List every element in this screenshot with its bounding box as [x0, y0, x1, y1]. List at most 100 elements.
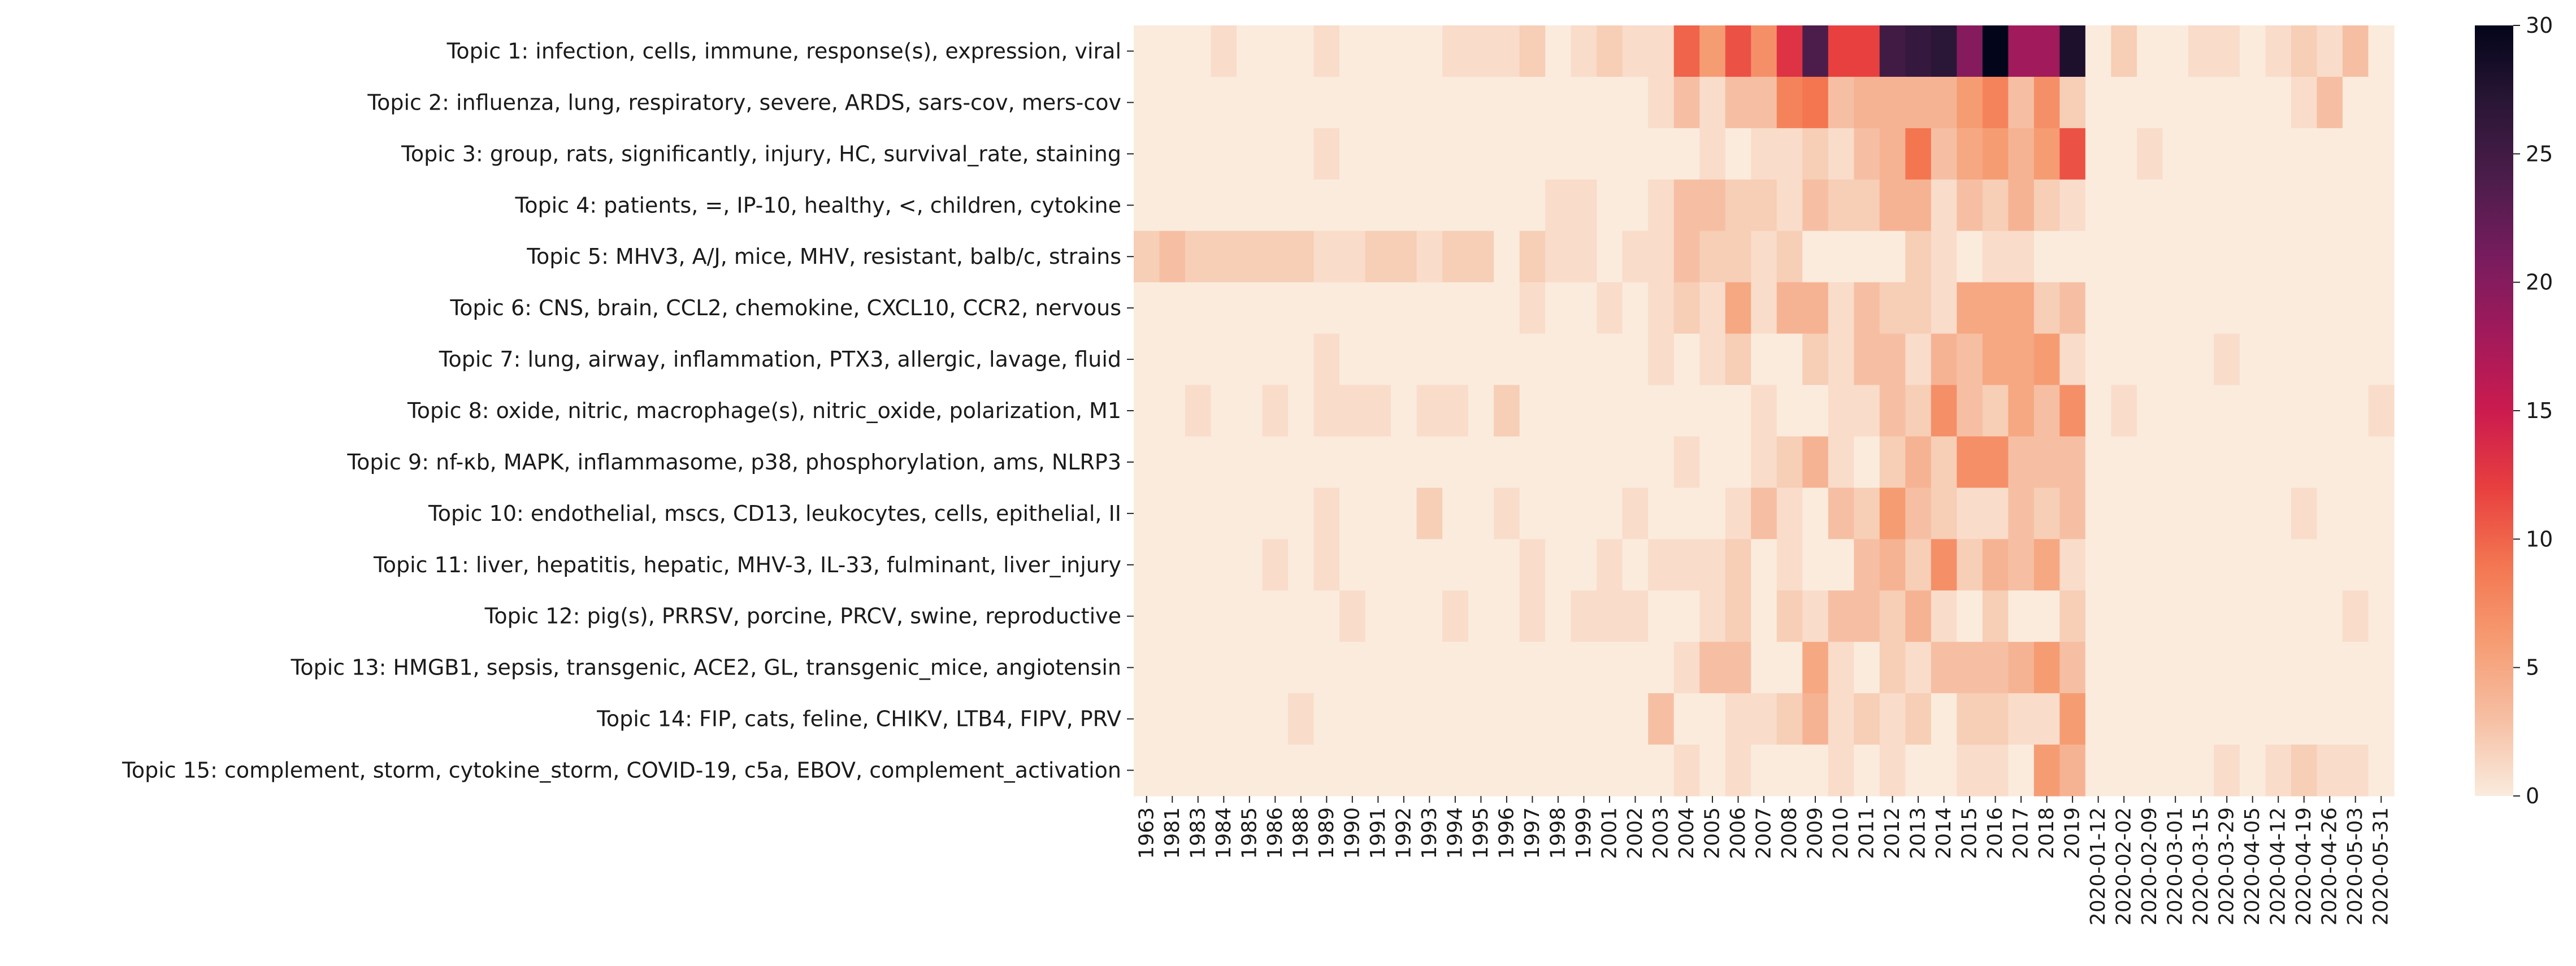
heatmap-cell — [1673, 282, 1700, 334]
heatmap-cell — [2008, 745, 2035, 797]
heatmap-cell — [1159, 642, 1186, 694]
heatmap-cell — [1159, 436, 1186, 488]
heatmap-cell — [2368, 230, 2395, 283]
heatmap-cell — [1211, 745, 1237, 797]
colorbar-tick-label: 25 — [2526, 141, 2553, 166]
heatmap-cell — [1365, 590, 1391, 642]
heatmap-cell — [1391, 25, 1417, 77]
heatmap-cell — [2111, 488, 2137, 539]
heatmap-cell — [1648, 693, 1675, 745]
heatmap-cell — [2265, 128, 2292, 180]
heatmap-cell — [2188, 745, 2215, 797]
heatmap-cell — [1879, 25, 1906, 77]
heatmap-cell — [2265, 488, 2292, 539]
heatmap-cell — [1288, 333, 1315, 386]
heatmap-cell — [1339, 436, 1366, 488]
heatmap-cell — [1673, 745, 1700, 797]
heatmap-cell — [1237, 539, 1263, 591]
heatmap-cell — [1648, 230, 1675, 283]
heatmap-cell — [2136, 642, 2163, 694]
heatmap-cell — [1699, 76, 1726, 129]
row-label: Topic 2: influenza, lung, respiratory, s… — [367, 90, 1121, 115]
heatmap-cell — [1622, 385, 1649, 437]
heatmap-cell — [1673, 25, 1700, 77]
heatmap-cell — [1802, 333, 1829, 386]
column-label: 2020-04-26 — [2318, 807, 2341, 925]
heatmap-cell — [1776, 539, 1803, 591]
heatmap-cell — [2317, 385, 2343, 437]
heatmap-cell — [1648, 333, 1675, 386]
heatmap-cell — [1185, 488, 1212, 539]
heatmap-cell — [1571, 282, 1597, 334]
heatmap-cell — [1391, 333, 1417, 386]
heatmap-cell — [1725, 179, 1751, 232]
heatmap-cell — [2265, 693, 2292, 745]
heatmap-cell — [1622, 282, 1649, 334]
heatmap-cell — [1545, 385, 1572, 437]
column-label: 2015 — [1958, 807, 1981, 859]
column-label: 2001 — [1598, 807, 1621, 859]
heatmap-cell — [2188, 128, 2215, 180]
heatmap-cell — [1957, 590, 1983, 642]
column-label: 1981 — [1161, 807, 1184, 859]
heatmap-cell — [1134, 230, 1160, 283]
heatmap-cell — [2162, 25, 2189, 77]
heatmap-cell — [1339, 642, 1366, 694]
heatmap-cell — [2368, 539, 2395, 591]
heatmap-cell — [1828, 282, 1854, 334]
heatmap-cell — [1622, 590, 1649, 642]
heatmap-cell — [1468, 76, 1494, 129]
heatmap-cell — [2291, 693, 2318, 745]
heatmap-cell — [1648, 488, 1675, 539]
heatmap-cell — [2008, 488, 2035, 539]
heatmap-cell — [1442, 25, 1469, 77]
heatmap-cell — [2111, 693, 2137, 745]
heatmap-cell — [1879, 436, 1906, 488]
heatmap-cell — [2136, 230, 2163, 283]
heatmap-cell — [2136, 693, 2163, 745]
heatmap-cell — [1854, 488, 1880, 539]
heatmap-cell — [2214, 693, 2240, 745]
heatmap-cell — [1313, 128, 1340, 180]
heatmap-cell — [2008, 76, 2035, 129]
heatmap-cell — [1288, 436, 1315, 488]
column-label: 2020-02-09 — [2138, 807, 2161, 925]
heatmap-cell — [1931, 230, 1957, 283]
heatmap-cell — [1185, 25, 1212, 77]
heatmap-cell — [1313, 230, 1340, 283]
heatmap-cell — [2033, 230, 2060, 283]
heatmap-cell — [1391, 745, 1417, 797]
heatmap-cell — [1159, 128, 1186, 180]
heatmap-cell — [1622, 642, 1649, 694]
heatmap-cell — [2239, 282, 2266, 334]
heatmap-cell — [2162, 488, 2189, 539]
heatmap-cell — [1879, 179, 1906, 232]
heatmap-cell — [1802, 693, 1829, 745]
heatmap-cell — [1931, 436, 1957, 488]
heatmap-cell — [1673, 128, 1700, 180]
heatmap-cell — [1699, 25, 1726, 77]
heatmap-cell — [2291, 590, 2318, 642]
heatmap-cell — [2033, 693, 2060, 745]
heatmap-cell — [2059, 25, 2086, 77]
heatmap-cell — [1545, 333, 1572, 386]
column-label: 2020-03-15 — [2189, 807, 2213, 925]
heatmap-cell — [1725, 128, 1751, 180]
heatmap-cell — [2188, 333, 2215, 386]
column-label: 2020-03-29 — [2215, 807, 2239, 925]
heatmap-cell — [1262, 642, 1289, 694]
heatmap-cell — [1982, 76, 2009, 129]
heatmap-cell — [2162, 128, 2189, 180]
heatmap-cell — [2265, 76, 2292, 129]
heatmap-cell — [1957, 693, 1983, 745]
heatmap-cell — [1597, 179, 1623, 232]
row-label: Topic 15: complement, storm, cytokine_st… — [122, 758, 1121, 783]
heatmap-cell — [1339, 282, 1366, 334]
heatmap-cell — [1957, 230, 1983, 283]
heatmap-cell — [1159, 76, 1186, 129]
heatmap-cell — [1699, 745, 1726, 797]
heatmap-cell — [2059, 282, 2086, 334]
heatmap-cell — [1828, 76, 1854, 129]
heatmap-cell — [1134, 436, 1160, 488]
heatmap-cell — [2291, 179, 2318, 232]
